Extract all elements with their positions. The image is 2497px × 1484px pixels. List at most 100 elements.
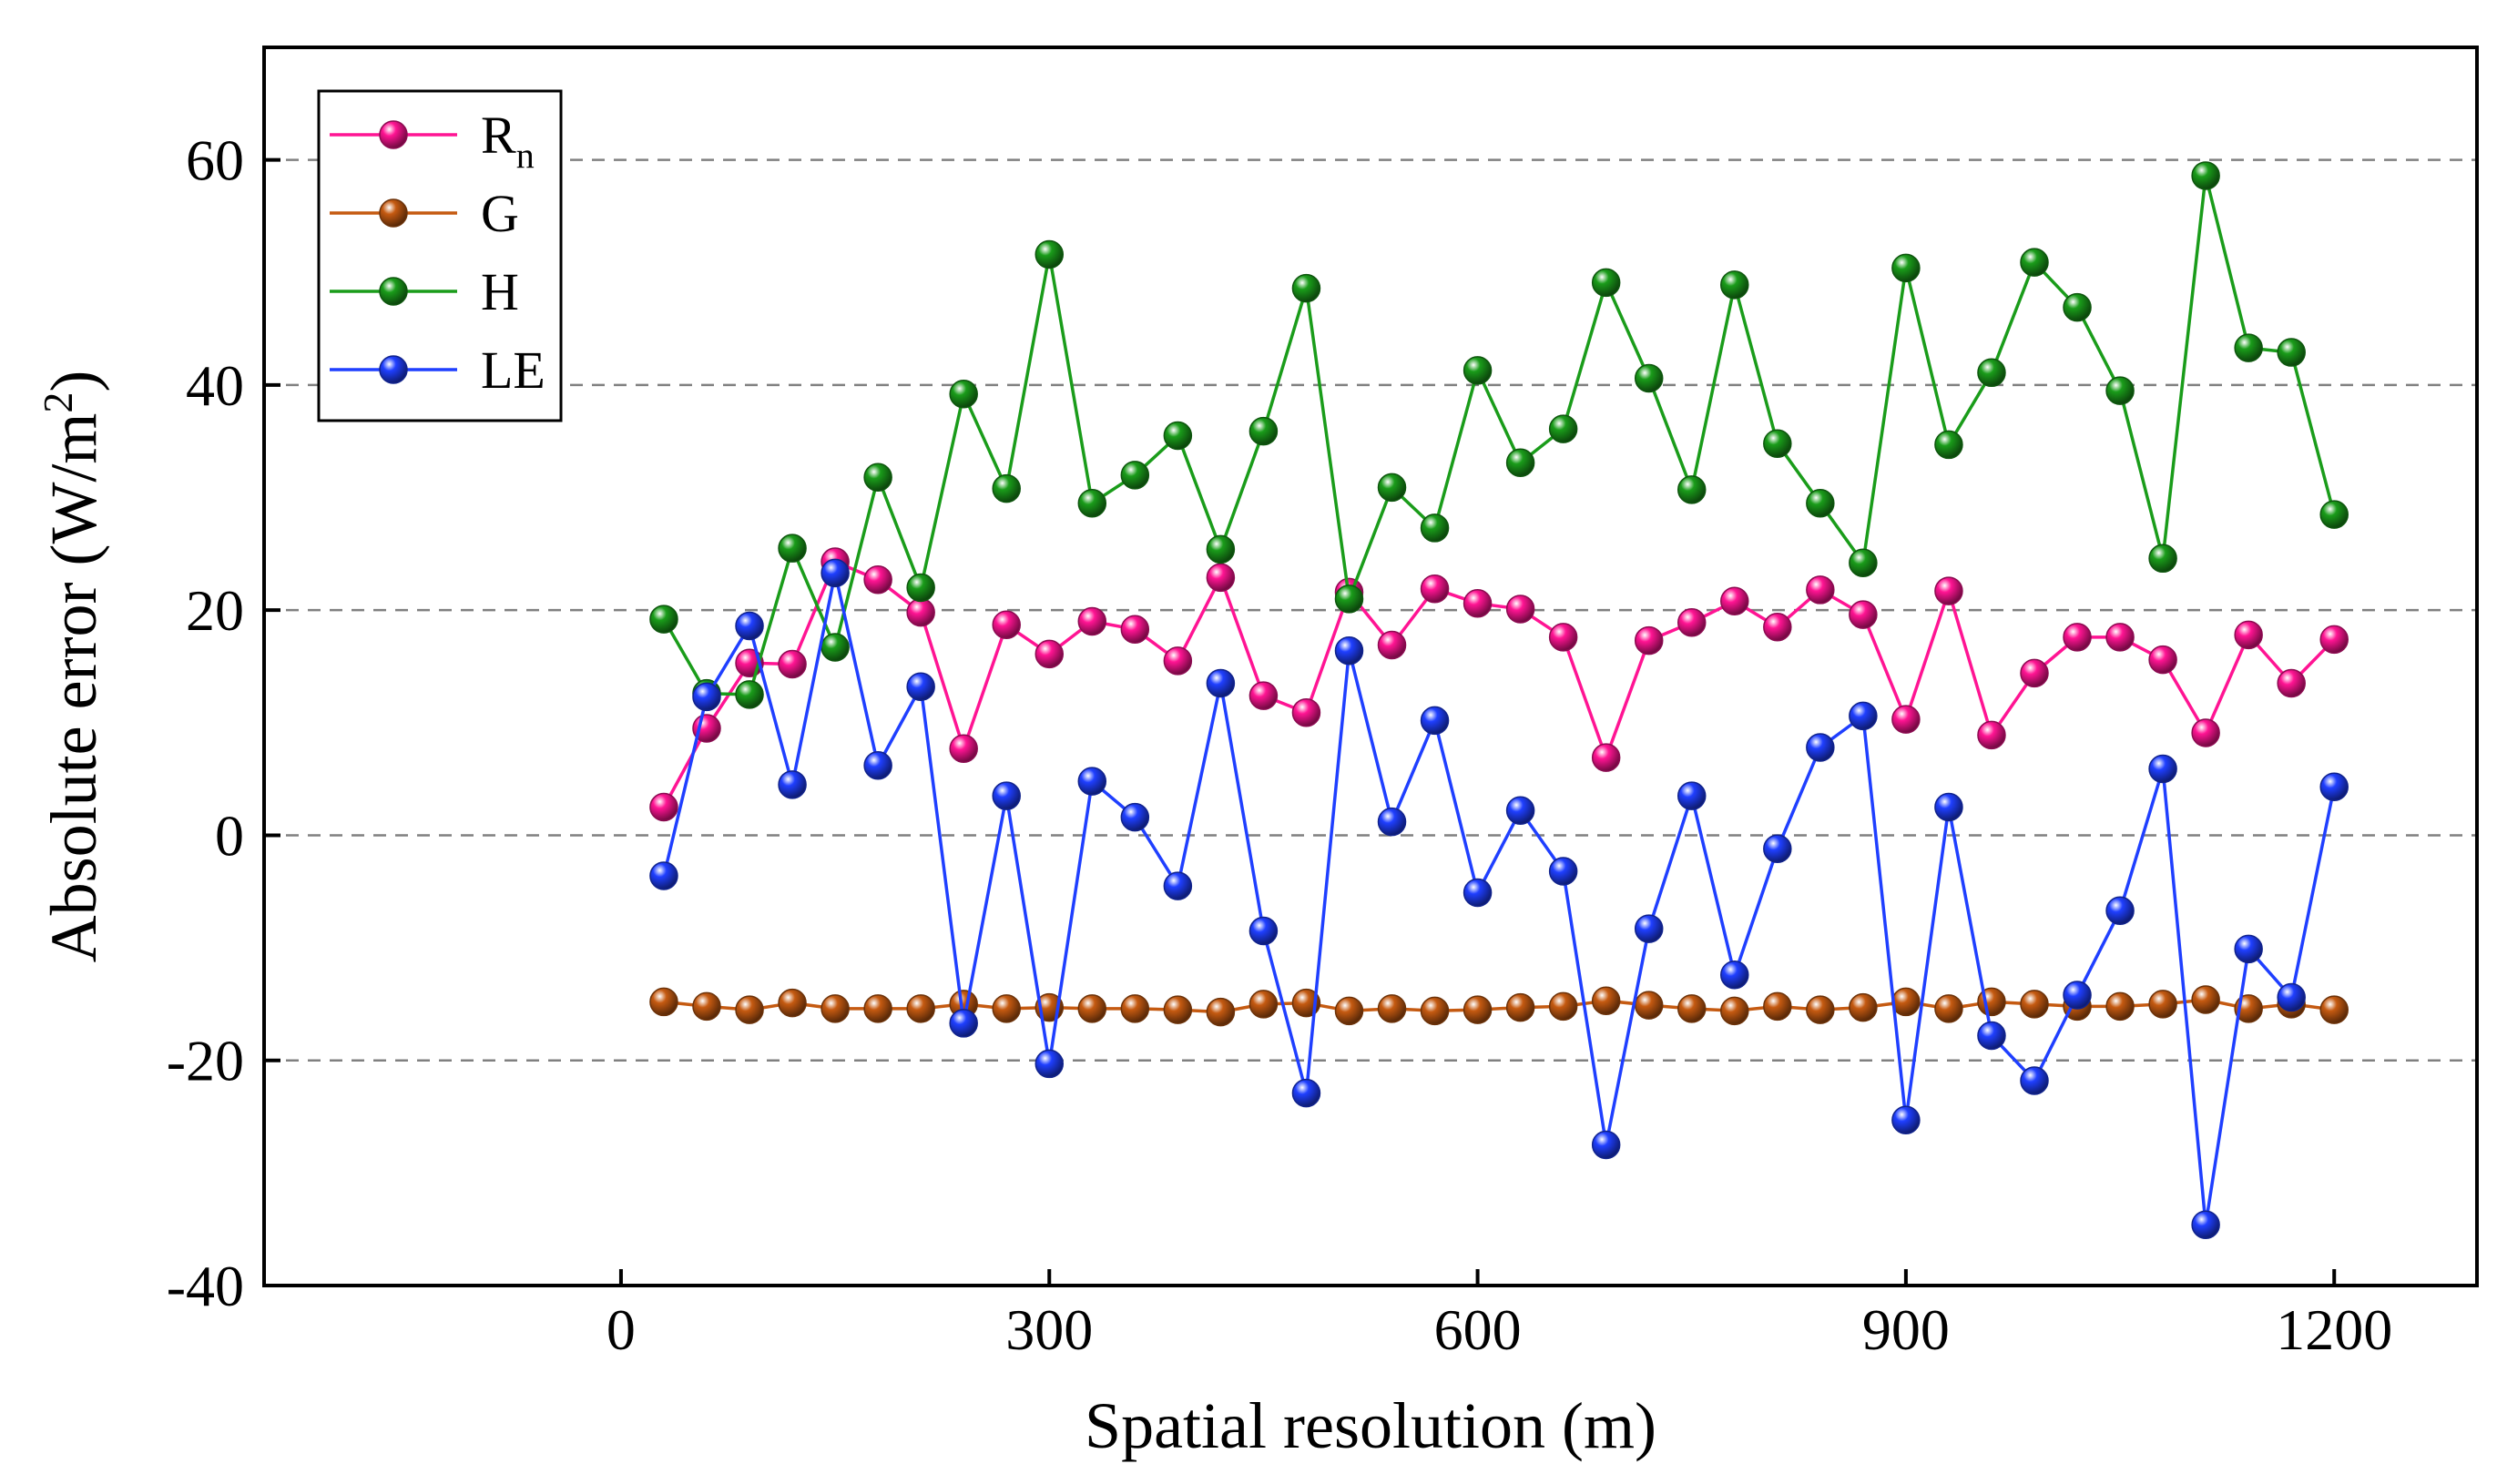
- data-point-rn[interactable]: [2020, 658, 2049, 688]
- data-point-rn[interactable]: [1891, 705, 1921, 734]
- data-point-le[interactable]: [1720, 961, 1749, 990]
- data-point-le[interactable]: [1591, 1130, 1621, 1160]
- data-point-le[interactable]: [1248, 916, 1279, 946]
- data-point-le[interactable]: [1677, 781, 1707, 810]
- data-point-rn[interactable]: [2319, 625, 2349, 655]
- data-point-rn[interactable]: [649, 792, 678, 822]
- data-point-h[interactable]: [2191, 161, 2220, 190]
- data-point-rn[interactable]: [1163, 646, 1193, 676]
- data-point-rn[interactable]: [1548, 623, 1578, 652]
- data-point-h[interactable]: [2063, 292, 2092, 322]
- data-point-le[interactable]: [1120, 802, 1150, 832]
- data-point-rn[interactable]: [2277, 668, 2306, 698]
- data-point-h[interactable]: [1934, 430, 1963, 460]
- data-point-h[interactable]: [1077, 488, 1107, 518]
- data-point-h[interactable]: [906, 573, 935, 603]
- data-point-rn[interactable]: [1463, 589, 1493, 618]
- data-point-g[interactable]: [1463, 995, 1493, 1024]
- data-point-g[interactable]: [735, 995, 764, 1024]
- data-point-le[interactable]: [1334, 635, 1364, 666]
- data-point-g[interactable]: [1806, 995, 1835, 1024]
- data-point-h[interactable]: [863, 462, 892, 493]
- data-point-h[interactable]: [1463, 356, 1493, 385]
- data-point-le[interactable]: [992, 781, 1021, 810]
- data-point-g[interactable]: [1548, 991, 1578, 1022]
- data-point-rn[interactable]: [1248, 681, 1279, 710]
- data-point-le[interactable]: [2148, 754, 2177, 784]
- data-point-le[interactable]: [1377, 807, 1407, 837]
- data-point-le[interactable]: [2234, 934, 2263, 964]
- data-point-g[interactable]: [2148, 990, 2177, 1019]
- data-point-g[interactable]: [1420, 996, 1450, 1026]
- data-point-g[interactable]: [992, 994, 1021, 1023]
- data-point-rn[interactable]: [2234, 620, 2263, 650]
- data-point-rn[interactable]: [778, 649, 807, 679]
- data-point-h[interactable]: [1248, 416, 1279, 446]
- data-point-h[interactable]: [1420, 513, 1450, 543]
- data-point-g[interactable]: [906, 994, 935, 1023]
- data-point-g[interactable]: [1763, 991, 1792, 1022]
- data-point-rn[interactable]: [1206, 563, 1236, 593]
- data-point-g[interactable]: [1934, 994, 1963, 1023]
- data-point-g[interactable]: [1206, 997, 1236, 1027]
- data-point-g[interactable]: [820, 994, 850, 1023]
- data-point-g[interactable]: [1163, 995, 1193, 1024]
- data-point-rn[interactable]: [906, 597, 935, 627]
- data-point-g[interactable]: [692, 991, 721, 1022]
- data-point-h[interactable]: [2148, 544, 2177, 574]
- data-point-le[interactable]: [692, 682, 721, 712]
- data-point-g[interactable]: [1120, 994, 1150, 1023]
- data-point-h[interactable]: [2234, 333, 2263, 362]
- data-point-le[interactable]: [863, 751, 892, 780]
- data-point-g[interactable]: [2191, 985, 2220, 1014]
- data-point-h[interactable]: [1849, 548, 1878, 578]
- data-point-g[interactable]: [1377, 994, 1407, 1023]
- data-point-h[interactable]: [2105, 376, 2135, 405]
- data-point-g[interactable]: [1634, 991, 1664, 1020]
- data-point-rn[interactable]: [1977, 720, 2006, 750]
- data-point-le[interactable]: [820, 558, 850, 588]
- data-point-le[interactable]: [1891, 1105, 1921, 1135]
- data-point-le[interactable]: [1977, 1021, 2006, 1051]
- data-point-rn[interactable]: [1034, 639, 1065, 669]
- data-point-rn[interactable]: [2063, 623, 2092, 652]
- data-point-h[interactable]: [1634, 363, 1664, 393]
- data-point-h[interactable]: [2277, 338, 2306, 367]
- data-point-g[interactable]: [1720, 996, 1749, 1026]
- data-point-g[interactable]: [649, 987, 678, 1017]
- data-point-h[interactable]: [820, 633, 850, 662]
- data-point-le[interactable]: [1806, 733, 1835, 762]
- data-point-rn[interactable]: [2148, 645, 2177, 675]
- data-point-le[interactable]: [2105, 896, 2135, 926]
- data-point-rn[interactable]: [1806, 575, 1835, 605]
- data-point-le[interactable]: [1206, 668, 1236, 698]
- data-point-h[interactable]: [949, 380, 978, 409]
- data-point-g[interactable]: [1334, 996, 1364, 1026]
- data-point-rn[interactable]: [1291, 697, 1321, 727]
- data-point-le[interactable]: [2319, 772, 2349, 802]
- data-point-g[interactable]: [2319, 995, 2349, 1024]
- data-point-rn[interactable]: [992, 610, 1021, 640]
- data-point-h[interactable]: [2319, 500, 2349, 529]
- data-point-g[interactable]: [2020, 990, 2049, 1019]
- data-point-rn[interactable]: [1634, 625, 1664, 656]
- data-point-rn[interactable]: [1505, 595, 1535, 624]
- data-point-le[interactable]: [1077, 767, 1107, 796]
- data-point-le[interactable]: [906, 672, 935, 702]
- data-point-g[interactable]: [1248, 990, 1279, 1019]
- data-point-le[interactable]: [1505, 796, 1535, 826]
- data-point-h[interactable]: [1377, 473, 1407, 503]
- data-point-rn[interactable]: [863, 565, 892, 595]
- data-point-le[interactable]: [649, 861, 678, 890]
- data-point-g[interactable]: [1591, 986, 1621, 1015]
- data-point-rn[interactable]: [1763, 612, 1792, 642]
- data-point-h[interactable]: [1505, 448, 1535, 477]
- data-point-le[interactable]: [1163, 871, 1193, 900]
- data-point-le[interactable]: [1849, 701, 1878, 731]
- data-point-le[interactable]: [2191, 1210, 2220, 1239]
- data-point-le[interactable]: [1934, 792, 1963, 822]
- data-point-g[interactable]: [1849, 992, 1878, 1022]
- data-point-le[interactable]: [778, 770, 807, 799]
- data-point-h[interactable]: [1120, 461, 1150, 490]
- data-point-h[interactable]: [1720, 270, 1749, 300]
